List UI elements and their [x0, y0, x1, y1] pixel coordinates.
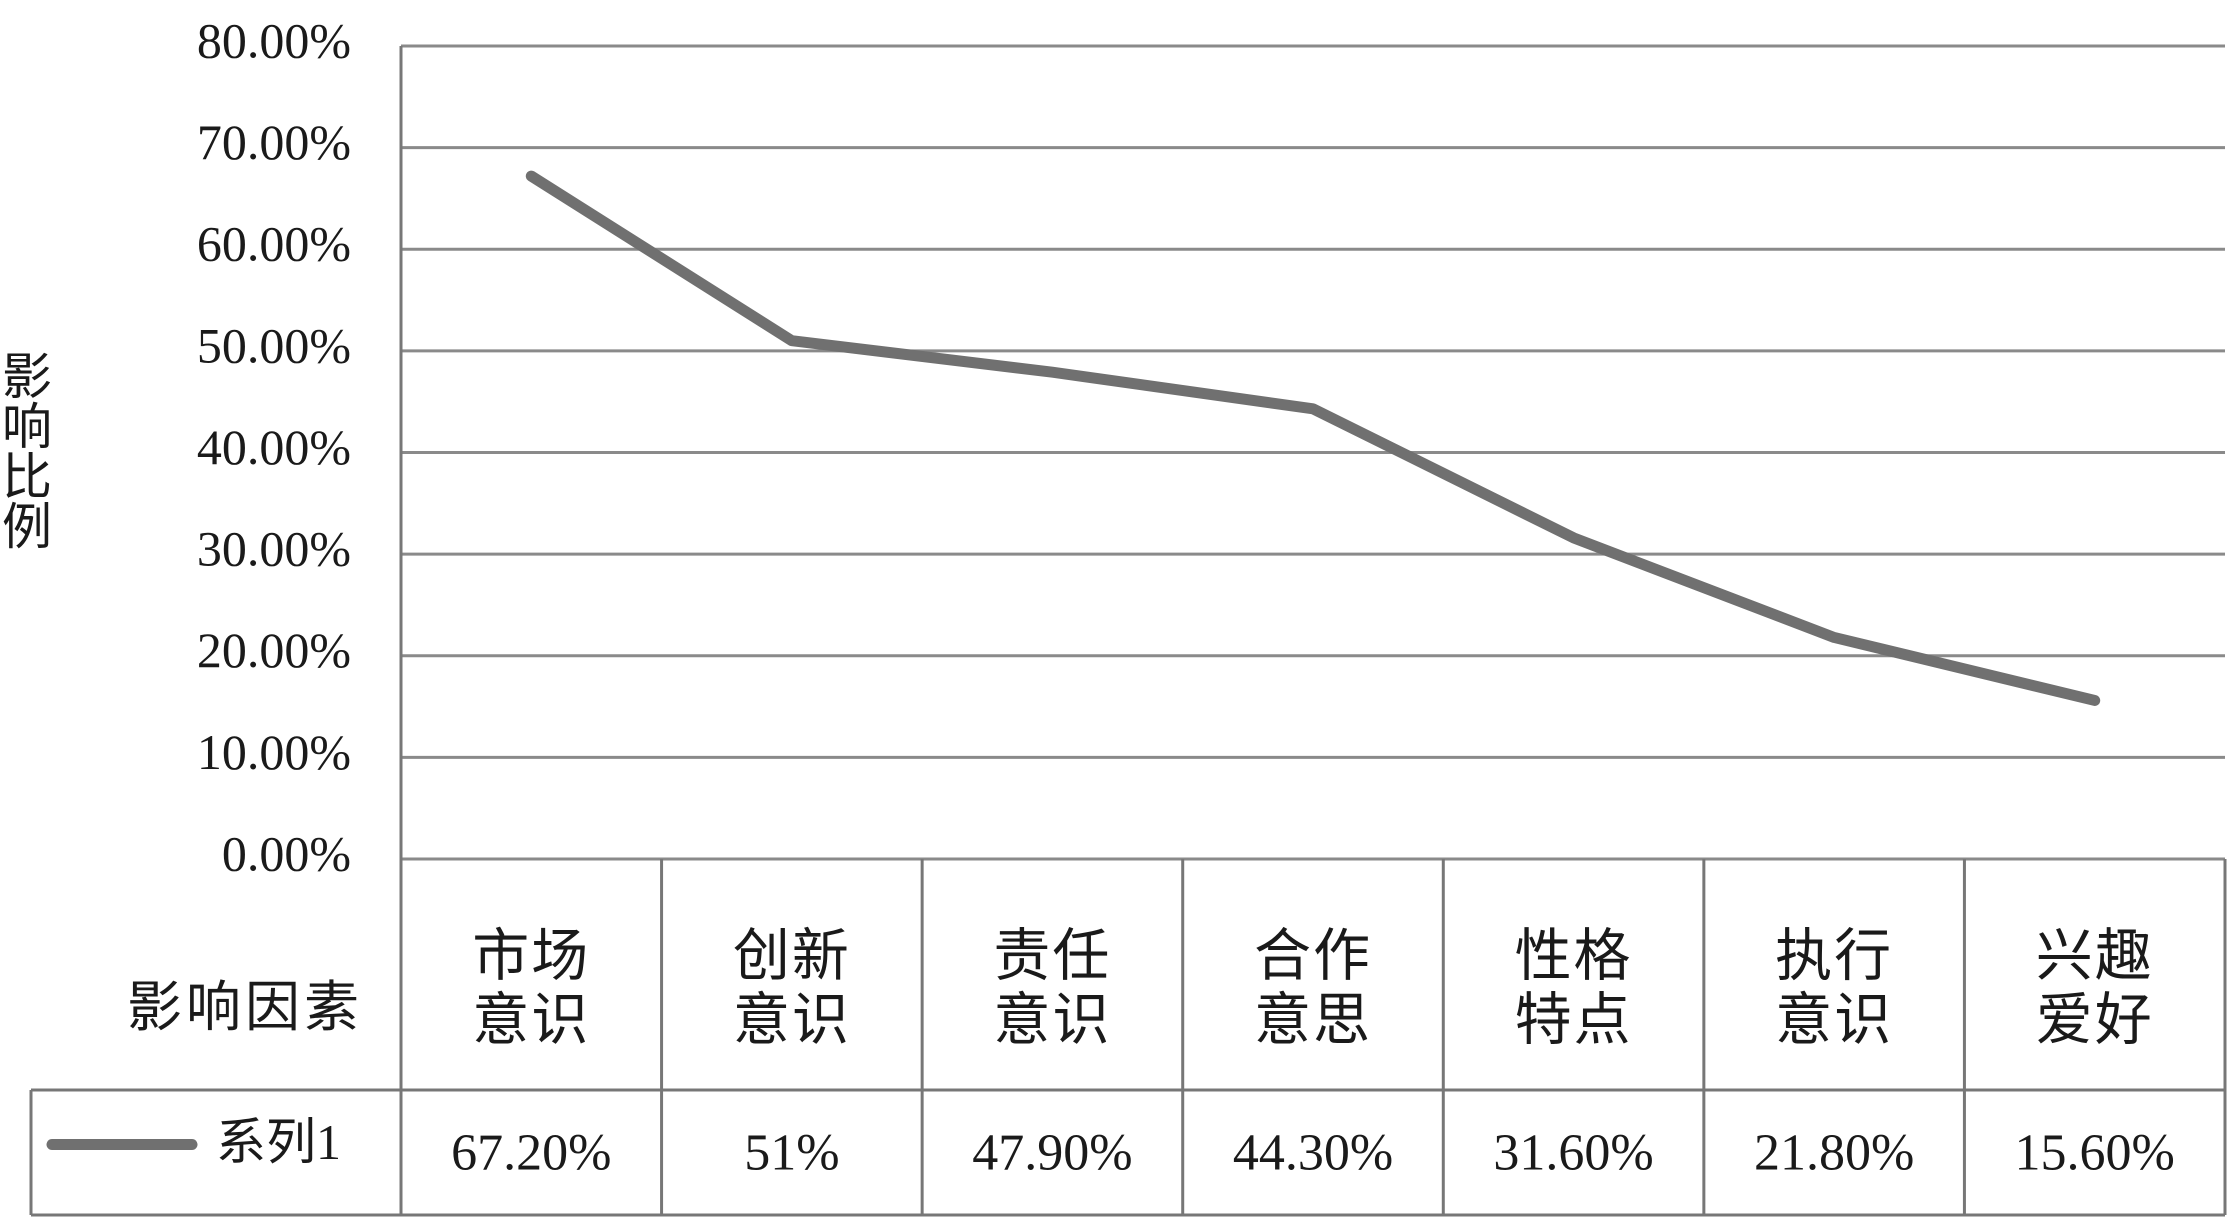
x-tick-label: 性格特点	[1514, 925, 1633, 1052]
x-tick-label: 兴趣爱好	[2035, 925, 2154, 1052]
y-tick-label: 80.00%	[197, 12, 351, 68]
x-tick-label: 执行意识	[1775, 925, 1894, 1052]
y-tick-label: 0.00%	[222, 825, 351, 881]
y-tick-label: 20.00%	[197, 622, 351, 678]
data-label: 15.60%	[2015, 1124, 2175, 1181]
x-axis-label: 影响因素	[126, 977, 363, 1038]
y-tick-label: 30.00%	[197, 521, 351, 577]
legend-label: 系列1	[216, 1114, 341, 1170]
line	[525, 170, 2101, 706]
data-label: 44.30%	[1233, 1124, 1393, 1181]
data-label: 47.90%	[972, 1124, 1132, 1181]
y-tick-label: 10.00%	[197, 724, 351, 780]
x-tick-label: 创新意识	[732, 925, 851, 1052]
data-label: 51%	[744, 1124, 839, 1181]
data-label: 67.20%	[451, 1124, 611, 1181]
y-tick-label: 40.00%	[197, 419, 351, 475]
y-tick-label: 70.00%	[197, 114, 351, 170]
y-tick-label: 60.00%	[197, 216, 351, 272]
data-label: 31.60%	[1493, 1124, 1653, 1181]
y-tick-label: 50.00%	[197, 317, 351, 373]
y-axis-label: 影响比例	[0, 350, 51, 550]
data-label: 21.80%	[1754, 1124, 1914, 1181]
x-tick-label: 责任意识	[993, 925, 1112, 1052]
x-tick-label: 合作意思	[1254, 925, 1372, 1052]
x-tick-label: 市场意识	[472, 925, 591, 1052]
